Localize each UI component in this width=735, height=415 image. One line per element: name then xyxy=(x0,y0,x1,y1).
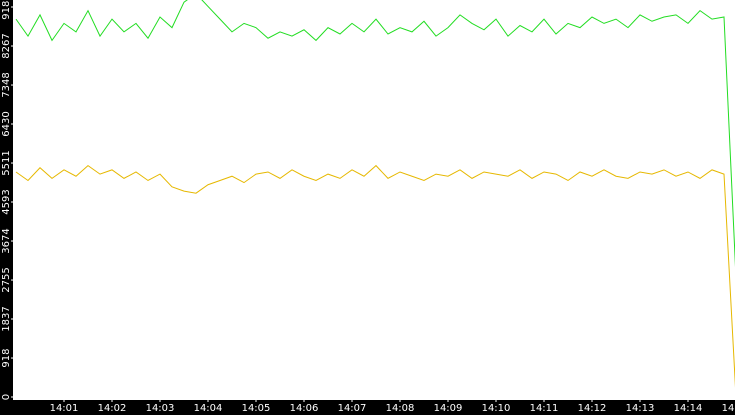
y-tick-label: 918 xyxy=(1,348,12,367)
x-tick-label: 14:08 xyxy=(386,403,415,414)
y-tick-label: 9186 xyxy=(1,0,12,20)
x-tick-label: 14:15 xyxy=(722,403,735,414)
x-tick-label: 14:03 xyxy=(146,403,175,414)
x-tick-label: 14:04 xyxy=(194,403,223,414)
x-tick-label: 14:01 xyxy=(50,403,79,414)
x-tick-label: 14:06 xyxy=(290,403,319,414)
x-tick-label: 14:09 xyxy=(434,403,463,414)
x-tick-label: 14:05 xyxy=(242,403,271,414)
y-tick-label: 3674 xyxy=(1,228,12,253)
y-tick-label: 0 xyxy=(1,394,12,400)
x-tick-label: 14:13 xyxy=(626,403,655,414)
series-line xyxy=(15,164,735,388)
y-tick-label: 1837 xyxy=(1,306,12,331)
y-tick-label: 8267 xyxy=(1,33,12,58)
y-tick-label: 7348 xyxy=(1,72,12,97)
y-tick-label: 2755 xyxy=(1,267,12,292)
x-tick-label: 14:14 xyxy=(674,403,703,414)
series-line xyxy=(15,0,735,268)
x-tick-label: 14:11 xyxy=(530,403,559,414)
y-tick-label: 6430 xyxy=(1,111,12,136)
y-axis-bar xyxy=(0,0,13,415)
x-axis-bar xyxy=(0,400,735,415)
x-tick-label: 14:02 xyxy=(98,403,127,414)
x-tick-label: 14:12 xyxy=(578,403,607,414)
x-tick-label: 14:07 xyxy=(338,403,367,414)
x-tick-label: 14:10 xyxy=(482,403,511,414)
y-tick-label: 4593 xyxy=(1,189,12,214)
y-tick-label: 5511 xyxy=(1,150,12,175)
